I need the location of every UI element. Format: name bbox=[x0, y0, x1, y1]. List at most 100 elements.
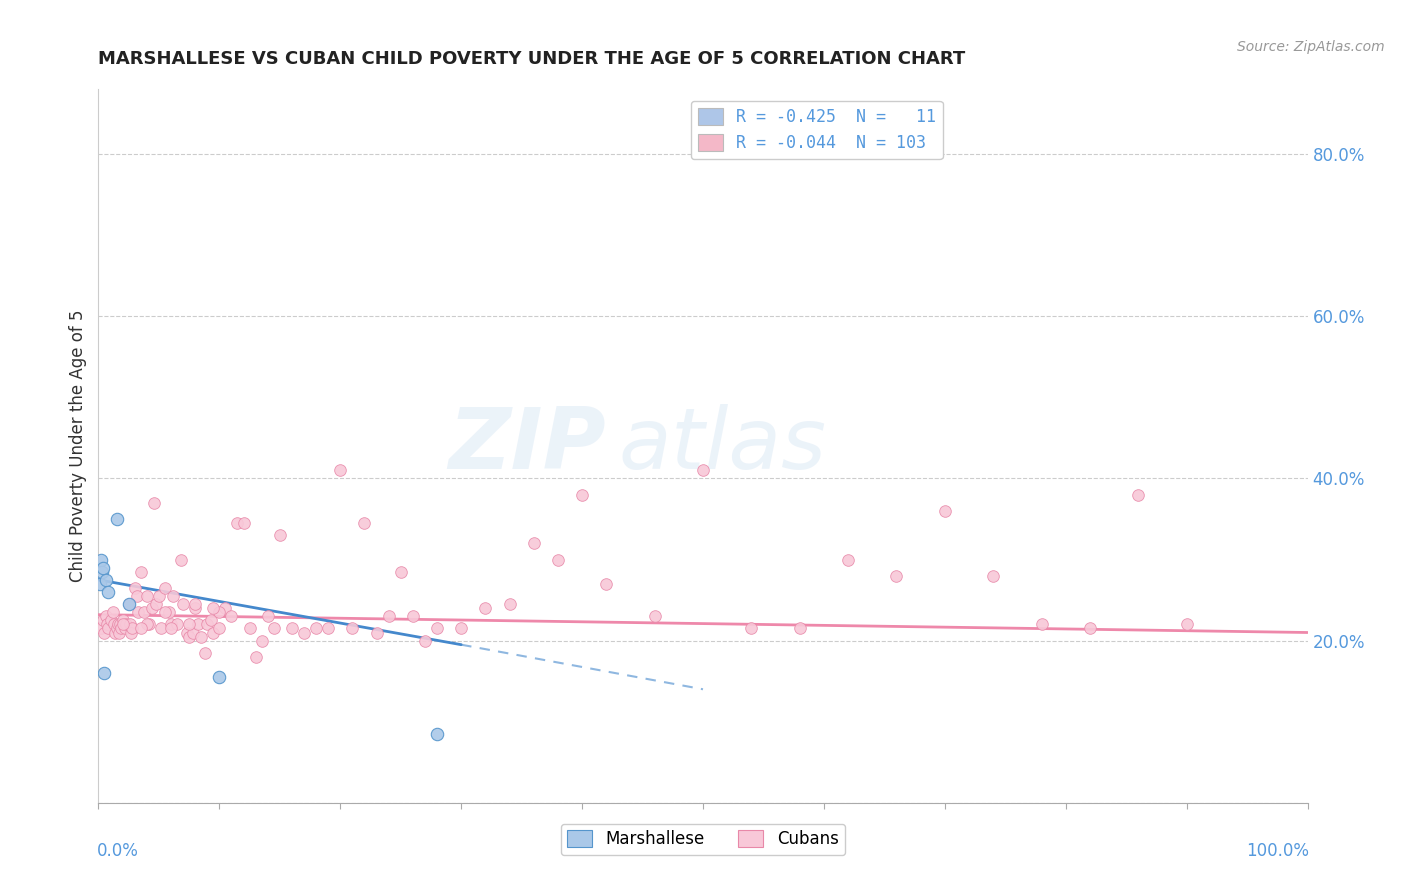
Point bbox=[184, 597, 207, 611]
Point bbox=[413, 633, 436, 648]
Point bbox=[450, 622, 472, 636]
Point bbox=[160, 617, 183, 632]
Point bbox=[571, 488, 593, 502]
Point bbox=[208, 605, 231, 619]
Point bbox=[195, 617, 218, 632]
Point bbox=[245, 649, 267, 664]
Point bbox=[118, 597, 141, 611]
Point bbox=[110, 622, 132, 636]
Point bbox=[121, 622, 143, 636]
Point bbox=[377, 609, 399, 624]
Point bbox=[402, 609, 425, 624]
Point bbox=[104, 625, 127, 640]
Point bbox=[166, 617, 188, 632]
Point bbox=[1128, 488, 1150, 502]
Point bbox=[97, 622, 120, 636]
Text: 0.0%: 0.0% bbox=[97, 842, 139, 860]
Point bbox=[250, 633, 273, 648]
Point bbox=[172, 597, 194, 611]
Point bbox=[118, 617, 141, 632]
Point bbox=[981, 568, 1004, 582]
Y-axis label: Child Poverty Under the Age of 5: Child Poverty Under the Age of 5 bbox=[69, 310, 87, 582]
Point bbox=[111, 617, 134, 632]
Point bbox=[127, 605, 149, 619]
Point bbox=[148, 589, 170, 603]
Point bbox=[595, 577, 617, 591]
Point bbox=[169, 552, 191, 566]
Point bbox=[292, 625, 315, 640]
Point bbox=[90, 622, 112, 636]
Point bbox=[389, 565, 412, 579]
Point bbox=[160, 622, 183, 636]
Point bbox=[644, 609, 666, 624]
Point bbox=[366, 625, 388, 640]
Point bbox=[111, 613, 134, 627]
Point bbox=[114, 622, 136, 636]
Point bbox=[886, 568, 908, 582]
Point bbox=[115, 617, 138, 632]
Point bbox=[305, 622, 328, 636]
Point bbox=[179, 630, 201, 644]
Point bbox=[179, 617, 201, 632]
Point bbox=[269, 528, 291, 542]
Point bbox=[187, 617, 209, 632]
Point bbox=[129, 622, 152, 636]
Point bbox=[93, 625, 115, 640]
Point bbox=[153, 605, 176, 619]
Point bbox=[934, 504, 956, 518]
Point bbox=[145, 597, 167, 611]
Point bbox=[208, 670, 231, 684]
Point bbox=[256, 609, 278, 624]
Point bbox=[202, 601, 225, 615]
Point bbox=[190, 630, 212, 644]
Point bbox=[97, 585, 120, 599]
Point bbox=[208, 622, 231, 636]
Point bbox=[353, 516, 375, 530]
Point bbox=[103, 617, 125, 632]
Text: Source: ZipAtlas.com: Source: ZipAtlas.com bbox=[1237, 40, 1385, 54]
Point bbox=[91, 613, 114, 627]
Point bbox=[91, 560, 114, 574]
Text: MARSHALLESE VS CUBAN CHILD POVERTY UNDER THE AGE OF 5 CORRELATION CHART: MARSHALLESE VS CUBAN CHILD POVERTY UNDER… bbox=[98, 50, 966, 68]
Point bbox=[523, 536, 546, 550]
Point bbox=[101, 605, 124, 619]
Point bbox=[94, 609, 117, 624]
Point bbox=[135, 589, 157, 603]
Text: atlas: atlas bbox=[619, 404, 827, 488]
Point bbox=[127, 589, 149, 603]
Text: ZIP: ZIP bbox=[449, 404, 606, 488]
Point bbox=[692, 463, 714, 477]
Point bbox=[143, 496, 166, 510]
Point bbox=[153, 581, 176, 595]
Point bbox=[134, 605, 156, 619]
Point bbox=[221, 609, 243, 624]
Point bbox=[837, 552, 859, 566]
Point bbox=[1175, 617, 1198, 632]
Legend: Marshallese, Cubans: Marshallese, Cubans bbox=[561, 823, 845, 855]
Point bbox=[181, 625, 204, 640]
Point bbox=[91, 565, 114, 579]
Point bbox=[93, 666, 115, 681]
Point bbox=[107, 617, 129, 632]
Point bbox=[789, 622, 811, 636]
Text: 100.0%: 100.0% bbox=[1246, 842, 1309, 860]
Point bbox=[1078, 622, 1101, 636]
Point bbox=[138, 617, 160, 632]
Point bbox=[202, 625, 225, 640]
Point bbox=[108, 617, 131, 632]
Point bbox=[96, 617, 118, 632]
Point bbox=[474, 601, 496, 615]
Point bbox=[108, 625, 131, 640]
Point bbox=[740, 622, 762, 636]
Point bbox=[184, 601, 207, 615]
Point bbox=[232, 516, 254, 530]
Point bbox=[118, 597, 141, 611]
Point bbox=[194, 646, 217, 660]
Point bbox=[226, 516, 249, 530]
Point bbox=[263, 622, 285, 636]
Point bbox=[100, 613, 122, 627]
Point bbox=[150, 622, 173, 636]
Point bbox=[214, 601, 236, 615]
Point bbox=[89, 577, 111, 591]
Point bbox=[162, 589, 184, 603]
